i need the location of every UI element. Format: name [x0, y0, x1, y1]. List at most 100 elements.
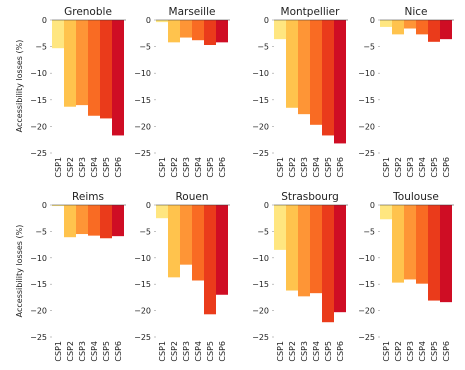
- panel-title: Rouen: [175, 191, 208, 203]
- panel-title: Grenoble: [64, 6, 112, 18]
- x-tick-label: CSP2: [66, 157, 75, 178]
- x-tick-label: CSP4: [418, 157, 427, 178]
- bar-csp3: [404, 205, 416, 280]
- y-tick-label: −15: [252, 96, 269, 105]
- x-tick-label: CSP5: [206, 157, 215, 178]
- panel-title: Montpellier: [281, 6, 341, 18]
- y-tick-label: −5: [139, 43, 151, 52]
- y-tick-label: −5: [139, 227, 151, 236]
- y-tick-label: −15: [252, 280, 269, 289]
- bar-csp2: [64, 205, 76, 238]
- x-tick-label: CSP5: [324, 341, 333, 362]
- panel-title: Marseille: [169, 6, 216, 18]
- x-tick-label: CSP3: [78, 157, 87, 178]
- y-tick-label: −15: [358, 96, 375, 105]
- y-tick-label: −10: [358, 69, 375, 78]
- y-tick-label: −10: [252, 254, 269, 263]
- bar-csp3: [180, 205, 192, 265]
- bar-csp3: [76, 20, 88, 106]
- bar-csp1: [380, 20, 392, 27]
- x-tick-label: CSP4: [90, 157, 99, 178]
- x-tick-label: CSP6: [442, 341, 451, 362]
- bar-csp4: [416, 20, 428, 35]
- bar-csp6: [440, 20, 452, 40]
- x-tick-label: CSP2: [170, 341, 179, 362]
- bar-csp2: [286, 205, 298, 291]
- bar-csp6: [334, 20, 346, 144]
- bar-csp2: [168, 20, 180, 43]
- bar-csp3: [298, 205, 310, 297]
- x-tick-label: CSP3: [300, 157, 309, 178]
- bar-csp4: [192, 205, 204, 281]
- bar-csp3: [180, 20, 192, 38]
- y-tick-label: −10: [134, 69, 151, 78]
- bar-csp6: [112, 205, 124, 237]
- panel-marseille: Marseille 0 −5 −10 −15 −20 −25 CSP1 CSP2 CSP3 CSP4…: [134, 6, 230, 178]
- y-tick-label: −15: [30, 96, 47, 105]
- y-tick-label: −15: [358, 280, 375, 289]
- bar-csp5: [428, 205, 440, 301]
- y-tick-label: −10: [252, 69, 269, 78]
- y-tick-label: −5: [363, 227, 375, 236]
- x-tick-label: CSP4: [194, 341, 203, 362]
- x-tick-label: CSP5: [430, 157, 439, 178]
- x-tick-label: CSP5: [324, 157, 333, 178]
- x-tick-label: CSP6: [218, 157, 227, 178]
- bar-csp6: [112, 20, 124, 136]
- y-tick-label: 0: [146, 16, 151, 25]
- bar-csp5: [100, 205, 112, 239]
- bar-csp4: [192, 20, 204, 41]
- y-tick-label: 0: [264, 201, 269, 210]
- y-tick-label: −10: [134, 254, 151, 263]
- y-tick-label: −25: [358, 149, 375, 158]
- bar-csp5: [428, 20, 440, 42]
- y-tick-label: −10: [30, 254, 47, 263]
- y-tick-label: −20: [252, 122, 269, 131]
- x-tick-label: CSP5: [102, 341, 111, 362]
- y-tick-label: 0: [264, 16, 269, 25]
- x-tick-label: CSP6: [336, 341, 345, 362]
- bar-csp6: [440, 205, 452, 303]
- y-tick-label: −20: [358, 307, 375, 316]
- x-tick-label: CSP1: [158, 341, 167, 362]
- y-axis-label-top: Accessibility losses (%): [15, 40, 24, 133]
- x-tick-label: CSP4: [312, 157, 321, 178]
- bar-csp1: [156, 20, 168, 23]
- y-tick-label: 0: [370, 201, 375, 210]
- bar-csp1: [156, 205, 168, 219]
- x-tick-label: CSP3: [182, 157, 191, 178]
- x-tick-label: CSP1: [276, 157, 285, 178]
- bar-csp2: [64, 20, 76, 107]
- y-tick-label: −25: [252, 149, 269, 158]
- bar-csp3: [404, 20, 416, 29]
- x-tick-label: CSP1: [54, 341, 63, 362]
- y-tick-label: −15: [134, 96, 151, 105]
- bar-csp5: [204, 20, 216, 46]
- bar-csp1: [274, 205, 286, 250]
- y-tick-label: −25: [358, 333, 375, 342]
- bar-csp3: [298, 20, 310, 115]
- y-tick-label: −20: [252, 307, 269, 316]
- x-tick-label: CSP2: [288, 341, 297, 362]
- x-tick-label: CSP6: [218, 341, 227, 362]
- y-tick-label: −25: [134, 149, 151, 158]
- x-tick-label: CSP2: [394, 157, 403, 178]
- panel-title: Toulouse: [392, 191, 439, 203]
- bar-csp5: [322, 205, 334, 323]
- y-tick-label: −20: [358, 122, 375, 131]
- panel-rouen: Rouen 0 −5 −10 −15 −20 −25 CSP1 CSP2 CSP3 CSP4 CSP5…: [134, 191, 230, 362]
- x-tick-label: CSP2: [394, 341, 403, 362]
- y-tick-label: −15: [30, 280, 47, 289]
- panel-nice: Nice 0 −5 −10 −15 −20 −25 CSP1 CSP2 CSP3 CSP4 CSP5 C…: [358, 6, 454, 178]
- x-tick-label: CSP3: [78, 341, 87, 362]
- bar-csp5: [322, 20, 334, 136]
- bar-csp1: [380, 205, 392, 220]
- x-tick-label: CSP6: [114, 157, 123, 178]
- bar-csp6: [216, 205, 228, 295]
- bar-csp2: [392, 205, 404, 283]
- y-tick-label: −20: [134, 122, 151, 131]
- x-tick-label: CSP1: [382, 341, 391, 362]
